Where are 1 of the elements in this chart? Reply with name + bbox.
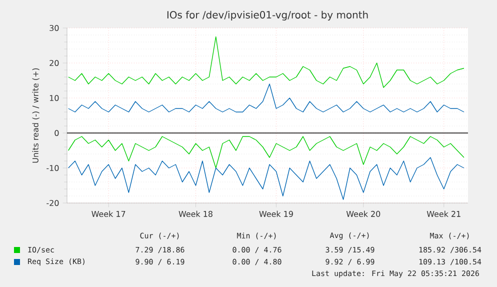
chart-title: IOs for /dev/ipvisie01-vg/root - by month xyxy=(167,10,368,21)
